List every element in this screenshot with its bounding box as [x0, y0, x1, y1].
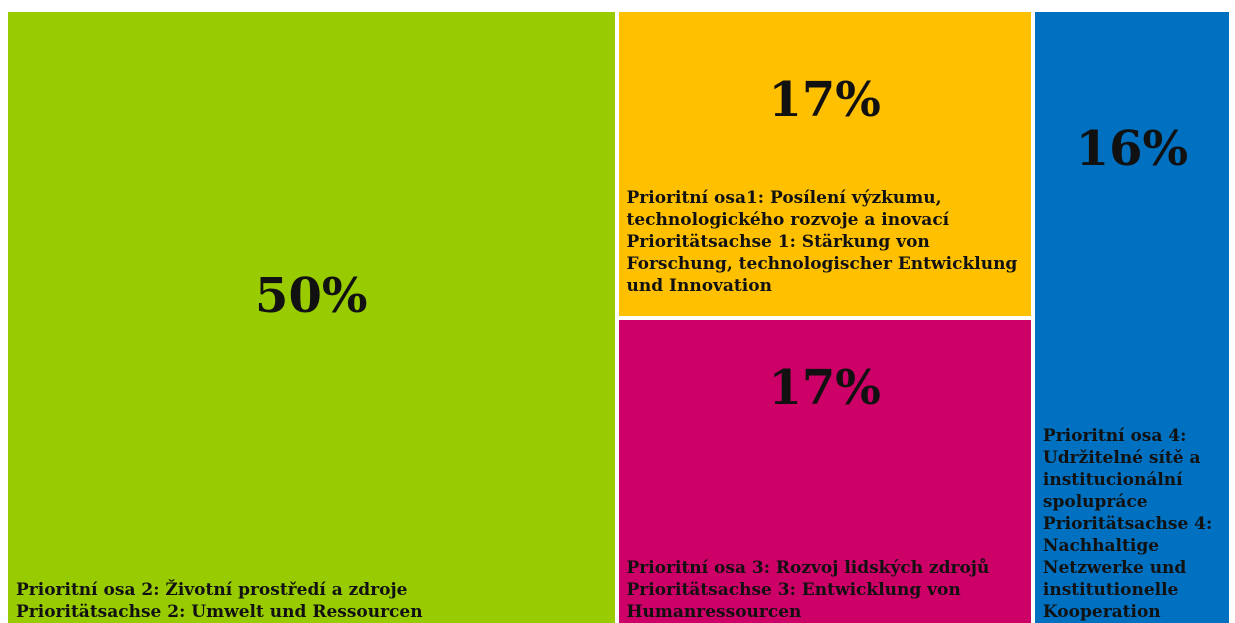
tile-label: Prioritní osa 2: Životní prostředí a zdr… [16, 580, 423, 622]
value-label: 16% [1075, 121, 1189, 178]
tile-label: Prioritní osa 3: Rozvoj lidských zdrojů … [626, 558, 990, 622]
tile: 16% Prioritní osa 4: Udržitelné sítě a in… [1034, 12, 1229, 623]
value-label: 17% [768, 359, 881, 416]
value-label: 50% [255, 267, 368, 324]
tile: 17% Prioritní osa1: Posílení výzkumu, tec… [618, 12, 1031, 316]
tile: 50% Prioritní osa 2: Životní prostředí a … [8, 12, 615, 623]
tile: 17% Prioritní osa 3: Rozvoj lidských zdro… [618, 319, 1031, 623]
tile-label: Prioritní osa1: Posílení výzkumu, techno… [626, 188, 1018, 296]
tile-label: Prioritní osa 4: Udržitelné sítě a insti… [1042, 426, 1213, 622]
value-label: 17% [768, 71, 881, 128]
